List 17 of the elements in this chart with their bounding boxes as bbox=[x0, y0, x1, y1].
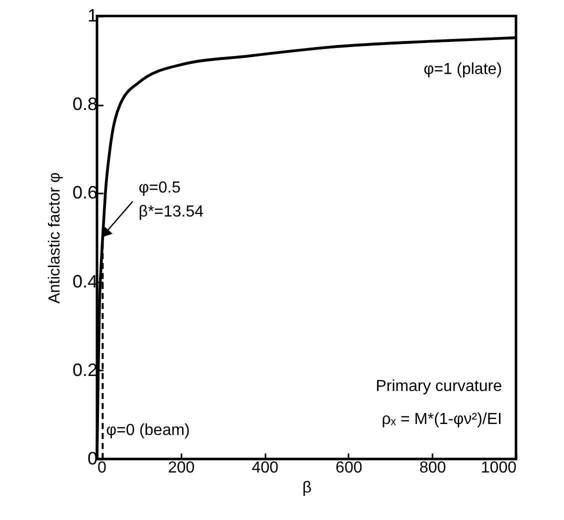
x-tick-label: 600 bbox=[336, 460, 362, 476]
annotation: φ=0.5 β*=13.54 bbox=[138, 180, 204, 220]
x-tick-label: 200 bbox=[168, 460, 195, 476]
annotation: Primary curvature bbox=[376, 378, 502, 395]
annotation: φ=0 (beam) bbox=[106, 422, 190, 439]
x-tick-label: 1000 bbox=[480, 460, 517, 476]
x-tick-label: 800 bbox=[419, 460, 446, 476]
annotation: ρₓ = M*(1-φν²)/EI bbox=[382, 411, 502, 428]
y-tick-label: 0.8 bbox=[72, 94, 98, 114]
y-tick-label: 0.2 bbox=[72, 360, 98, 380]
x-axis-title: β bbox=[302, 480, 312, 496]
annotation: φ=1 (plate) bbox=[424, 61, 502, 78]
y-tick-label: 0.6 bbox=[72, 182, 98, 203]
y-tick-label: 0.4 bbox=[72, 271, 98, 292]
x-tick-label: 400 bbox=[252, 460, 279, 476]
y-axis-title: Anticlastic factor φ bbox=[46, 172, 64, 304]
y-tick-label: 1 bbox=[87, 6, 98, 26]
